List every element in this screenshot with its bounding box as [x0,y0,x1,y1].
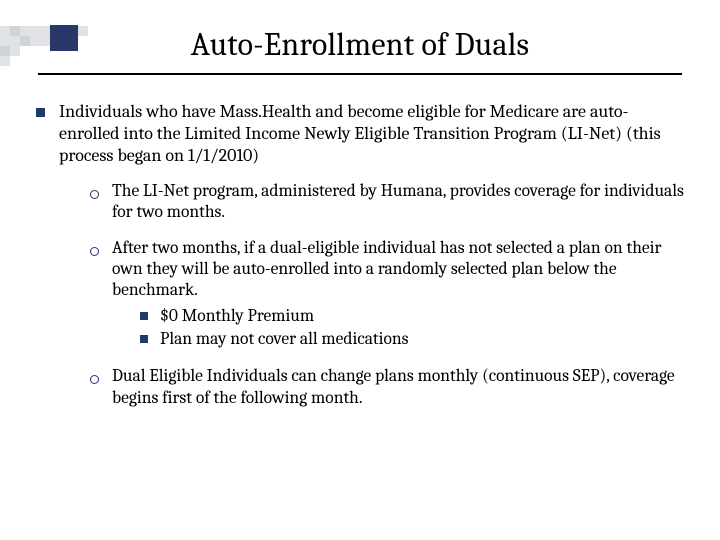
bullet-text: Plan may not cover all medications [160,329,684,350]
bullet-text: The LI-Net program, administered by Huma… [112,181,684,224]
corner-decoration [0,26,88,66]
bullet-text: Dual Eligible Individuals can change pla… [112,366,684,409]
bullet-text-inner: After two months, if a dual-eligible ind… [112,238,661,301]
slide-body: Individuals who have Mass.Health and bec… [0,101,720,409]
bullet-level3: $0 Monthly Premium [140,306,684,327]
square-bullet-icon [140,312,148,320]
bullet-level2: After two months, if a dual-eligible ind… [90,238,684,353]
circle-bullet-icon [90,183,104,224]
square-bullet-icon [36,108,45,117]
square-bullet-icon [140,335,148,343]
deco-navy-block [50,25,78,51]
bullet-level2: The LI-Net program, administered by Huma… [90,181,684,224]
bullet-level3: Plan may not cover all medications [140,329,684,350]
slide-title: Auto-Enrollment of Duals [0,26,720,63]
deco-row [0,56,88,66]
bullet-level2: Dual Eligible Individuals can change pla… [90,366,684,409]
bullet-text: $0 Monthly Premium [160,306,684,327]
bullet-text: After two months, if a dual-eligible ind… [112,238,684,353]
circle-bullet-icon [90,368,104,409]
bullet-text: Individuals who have Mass.Health and bec… [59,101,684,167]
circle-bullet-icon [90,240,104,353]
title-underline [38,73,682,75]
bullet-level1: Individuals who have Mass.Health and bec… [36,101,684,167]
